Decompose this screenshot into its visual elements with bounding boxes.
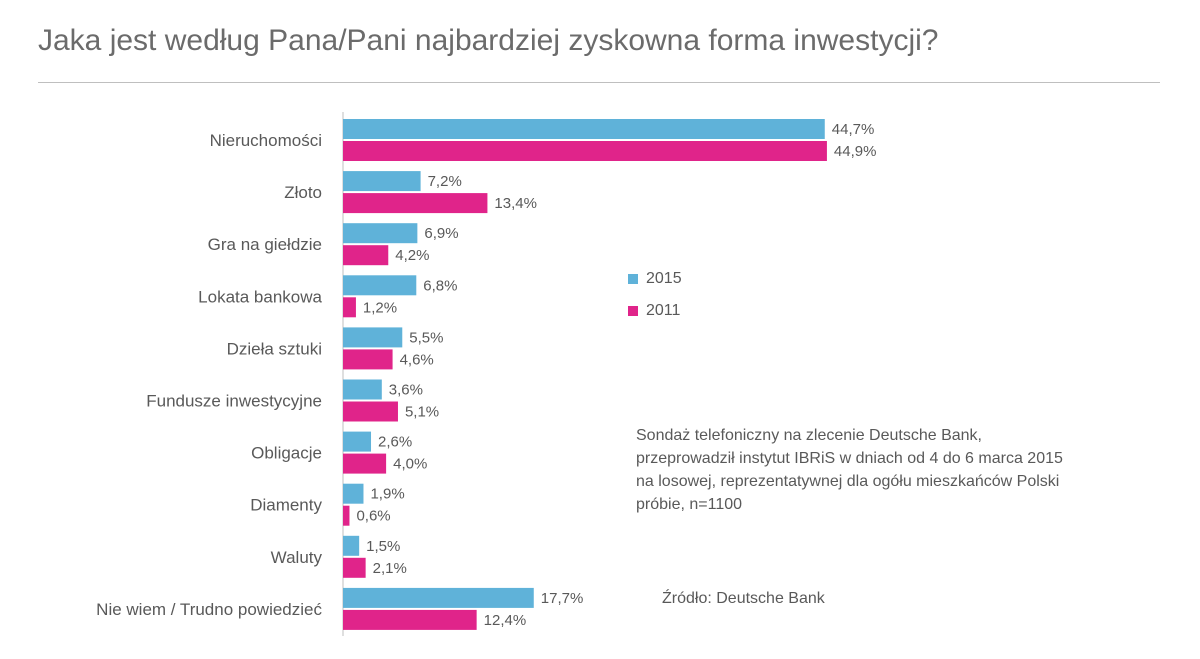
data-label-2011: 5,1% xyxy=(405,404,439,421)
bar-2011 xyxy=(343,349,393,370)
data-label-2015: 44,7% xyxy=(832,121,875,138)
bar-2011 xyxy=(343,193,488,214)
title-divider xyxy=(38,82,1160,83)
category-label: Dzieła sztuki xyxy=(227,339,322,358)
data-label-2015: 7,2% xyxy=(428,173,462,190)
data-label-2015: 17,7% xyxy=(541,590,584,607)
legend-label-2011: 2011 xyxy=(646,302,681,319)
category-label: Fundusze inwestycyjne xyxy=(146,392,322,411)
data-label-2015: 5,5% xyxy=(409,329,443,346)
bar-2015 xyxy=(343,171,421,192)
category-label: Gra na giełdzie xyxy=(208,235,322,254)
bar-2011 xyxy=(343,141,827,161)
bar-2015 xyxy=(343,431,372,452)
bar-2015 xyxy=(343,587,534,608)
data-label-2011: 1,2% xyxy=(363,299,397,316)
bar-2015 xyxy=(343,327,403,348)
legend-swatch-2015 xyxy=(628,274,638,284)
bar-2011 xyxy=(343,245,389,266)
category-label: Nieruchomości xyxy=(210,131,322,150)
bar-2011 xyxy=(343,609,477,630)
bar-2015 xyxy=(343,483,364,504)
data-label-2011: 4,2% xyxy=(395,247,429,264)
data-label-2015: 2,6% xyxy=(378,434,412,451)
category-label: Waluty xyxy=(271,548,323,567)
source-label: Źródło: Deutsche Bank xyxy=(662,590,825,607)
data-label-2011: 44,9% xyxy=(834,143,877,160)
chart-title: Jaka jest według Pana/Pani najbardziej z… xyxy=(38,24,939,57)
bar-2015 xyxy=(343,223,418,244)
data-label-2015: 1,5% xyxy=(366,538,400,555)
bar-2011 xyxy=(343,401,398,422)
data-label-2011: 4,6% xyxy=(400,351,434,368)
category-label: Lokata bankowa xyxy=(198,287,322,306)
data-label-2015: 6,9% xyxy=(424,225,458,242)
data-label-2011: 2,1% xyxy=(373,560,407,577)
legend-item-2011: 2011 xyxy=(628,300,680,322)
bar-2011 xyxy=(343,453,387,474)
category-label: Nie wiem / Trudno powiedzieć xyxy=(96,600,322,619)
legend-item-2015: 2015 xyxy=(628,268,682,290)
data-label-2011: 4,0% xyxy=(393,456,427,473)
legend-swatch-2011 xyxy=(628,306,638,316)
legend-label-2015: 2015 xyxy=(646,270,682,287)
data-label-2015: 6,8% xyxy=(423,277,457,294)
survey-note: Sondaż telefoniczny na zlecenie Deutsche… xyxy=(636,427,1063,513)
category-label: Złoto xyxy=(284,183,322,202)
category-label: Diamenty xyxy=(250,496,322,515)
category-label: Obligacje xyxy=(251,444,322,463)
bar-2011 xyxy=(343,297,356,318)
bar-2015 xyxy=(343,379,382,400)
data-label-2015: 3,6% xyxy=(389,382,423,399)
data-label-2011: 12,4% xyxy=(484,612,527,629)
bar-2015 xyxy=(343,275,417,296)
data-label-2011: 0,6% xyxy=(356,508,390,525)
bar-2015 xyxy=(343,535,360,556)
data-label-2015: 1,9% xyxy=(370,486,404,503)
data-label-2011: 13,4% xyxy=(494,195,537,212)
bar-2015 xyxy=(343,119,825,139)
bar-2011 xyxy=(343,557,366,578)
bar-2011 xyxy=(343,505,350,526)
